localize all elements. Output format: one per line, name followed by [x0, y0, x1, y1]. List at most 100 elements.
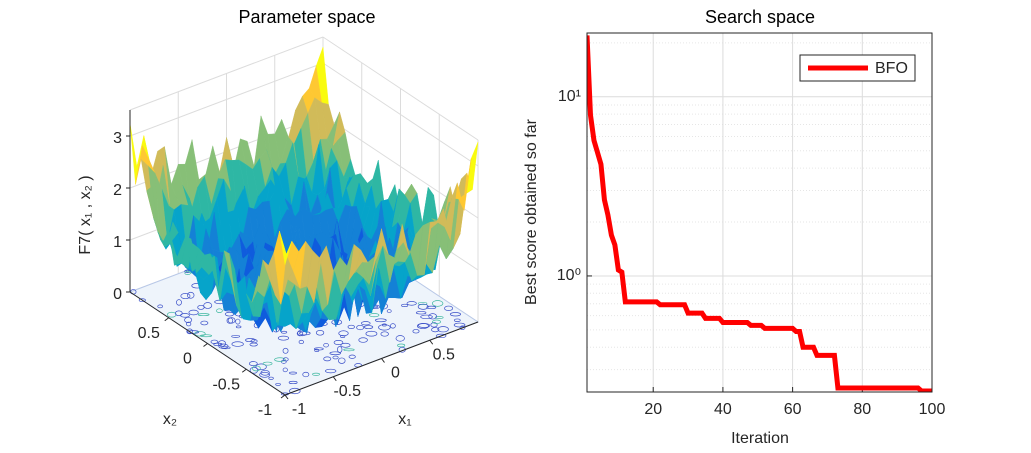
z-tick-label: 2 — [113, 182, 122, 199]
contour-line — [277, 335, 290, 341]
z-tick-label: 1 — [113, 234, 122, 251]
contour-line — [282, 347, 289, 354]
contour-line — [459, 325, 466, 330]
y-tick-label: 10¹ — [558, 88, 581, 105]
x-tick-label: 40 — [714, 401, 732, 418]
contour-line — [426, 305, 437, 310]
contour-line — [197, 313, 210, 317]
contour-line — [288, 380, 298, 385]
contour-line — [412, 329, 420, 334]
contour-line — [432, 319, 442, 324]
contour-line — [338, 357, 346, 364]
contour-line — [417, 302, 428, 305]
contour-line — [187, 291, 195, 299]
x-axis-label: x₁ — [398, 411, 411, 428]
contour-line — [428, 313, 438, 320]
y-tick-label: 0 — [183, 351, 192, 368]
contour-line — [417, 303, 429, 310]
contour-line — [381, 323, 387, 327]
contour-line — [363, 325, 374, 329]
contour-line — [453, 318, 461, 322]
contour-line — [186, 328, 193, 335]
contour-line — [312, 372, 320, 376]
contour-line — [203, 302, 213, 309]
plot-area — [587, 33, 932, 392]
contour-line — [231, 334, 241, 338]
contour-line — [224, 311, 235, 317]
contour-line — [340, 342, 351, 348]
contour-line — [274, 357, 286, 362]
contour-line — [245, 338, 256, 342]
surface-patch — [279, 231, 293, 265]
y-axis-label: x₂ — [163, 411, 177, 428]
contour-line — [420, 314, 433, 320]
contour-line — [227, 317, 236, 324]
z-axis-label: F7( x₁ , x₂ ) — [77, 175, 94, 254]
contour-line — [380, 331, 389, 337]
contour-line — [184, 317, 193, 323]
contour-line — [217, 340, 227, 347]
x-tick-label: 100 — [919, 401, 946, 418]
contour-line — [315, 330, 325, 336]
x-tick-label: 0 — [391, 365, 400, 382]
contour-line — [434, 316, 444, 319]
contour-line — [221, 346, 231, 350]
tick-mark — [284, 394, 289, 400]
contour-line — [378, 324, 391, 331]
contour-line — [449, 312, 462, 317]
contour-line — [397, 343, 406, 348]
contour-line — [358, 337, 368, 343]
contour-line — [333, 339, 344, 346]
contour-line — [343, 348, 355, 352]
contour-line — [289, 371, 297, 375]
x-tick-label: 80 — [853, 401, 871, 418]
contour-line — [418, 323, 431, 328]
contour-line — [289, 387, 301, 395]
contour-line — [340, 335, 346, 338]
x-axis-label: Iteration — [731, 430, 789, 447]
contour-line — [251, 365, 261, 372]
contour-line — [275, 382, 281, 386]
contour-line — [386, 309, 392, 313]
contour-line — [249, 342, 258, 347]
y-tick-label: 10⁰ — [557, 267, 581, 284]
tick-mark — [164, 317, 170, 322]
contour-line — [176, 299, 182, 306]
contour-line — [175, 310, 183, 317]
contour-line — [368, 313, 380, 318]
z-tick-label: 0 — [113, 286, 122, 303]
x-tick-label: 20 — [644, 401, 662, 418]
contour-line — [329, 351, 341, 356]
contour-line — [188, 309, 199, 316]
tick-mark — [381, 358, 385, 363]
contour-line — [180, 293, 191, 300]
contour-line — [435, 333, 447, 339]
contour-line — [262, 361, 273, 366]
contour-line — [157, 304, 163, 309]
contour-line — [415, 311, 427, 315]
contour-line — [431, 300, 444, 307]
y-tick-label: 0.5 — [138, 325, 160, 342]
contour-line — [280, 330, 288, 334]
contour-line — [365, 330, 378, 337]
tick-mark — [241, 368, 247, 373]
contour-line — [453, 322, 466, 328]
z-tick-label: 3 — [113, 130, 122, 147]
contour-line — [406, 301, 417, 306]
x-tick-label: 60 — [784, 401, 802, 418]
x-tick-label: 0.5 — [433, 346, 455, 363]
contour-line — [348, 354, 356, 359]
contour-line — [138, 298, 146, 302]
contour-line — [302, 371, 310, 378]
contour-line — [260, 370, 270, 376]
axis-box — [586, 32, 933, 393]
contour-line — [338, 330, 349, 337]
contour-line — [332, 355, 339, 360]
tick-mark — [203, 343, 208, 347]
contour-line — [259, 371, 271, 378]
contour-line — [216, 308, 223, 313]
contour-line — [430, 322, 438, 328]
legend-label: BFO — [875, 60, 908, 77]
tick-mark — [332, 376, 337, 382]
tick-mark — [280, 394, 286, 399]
